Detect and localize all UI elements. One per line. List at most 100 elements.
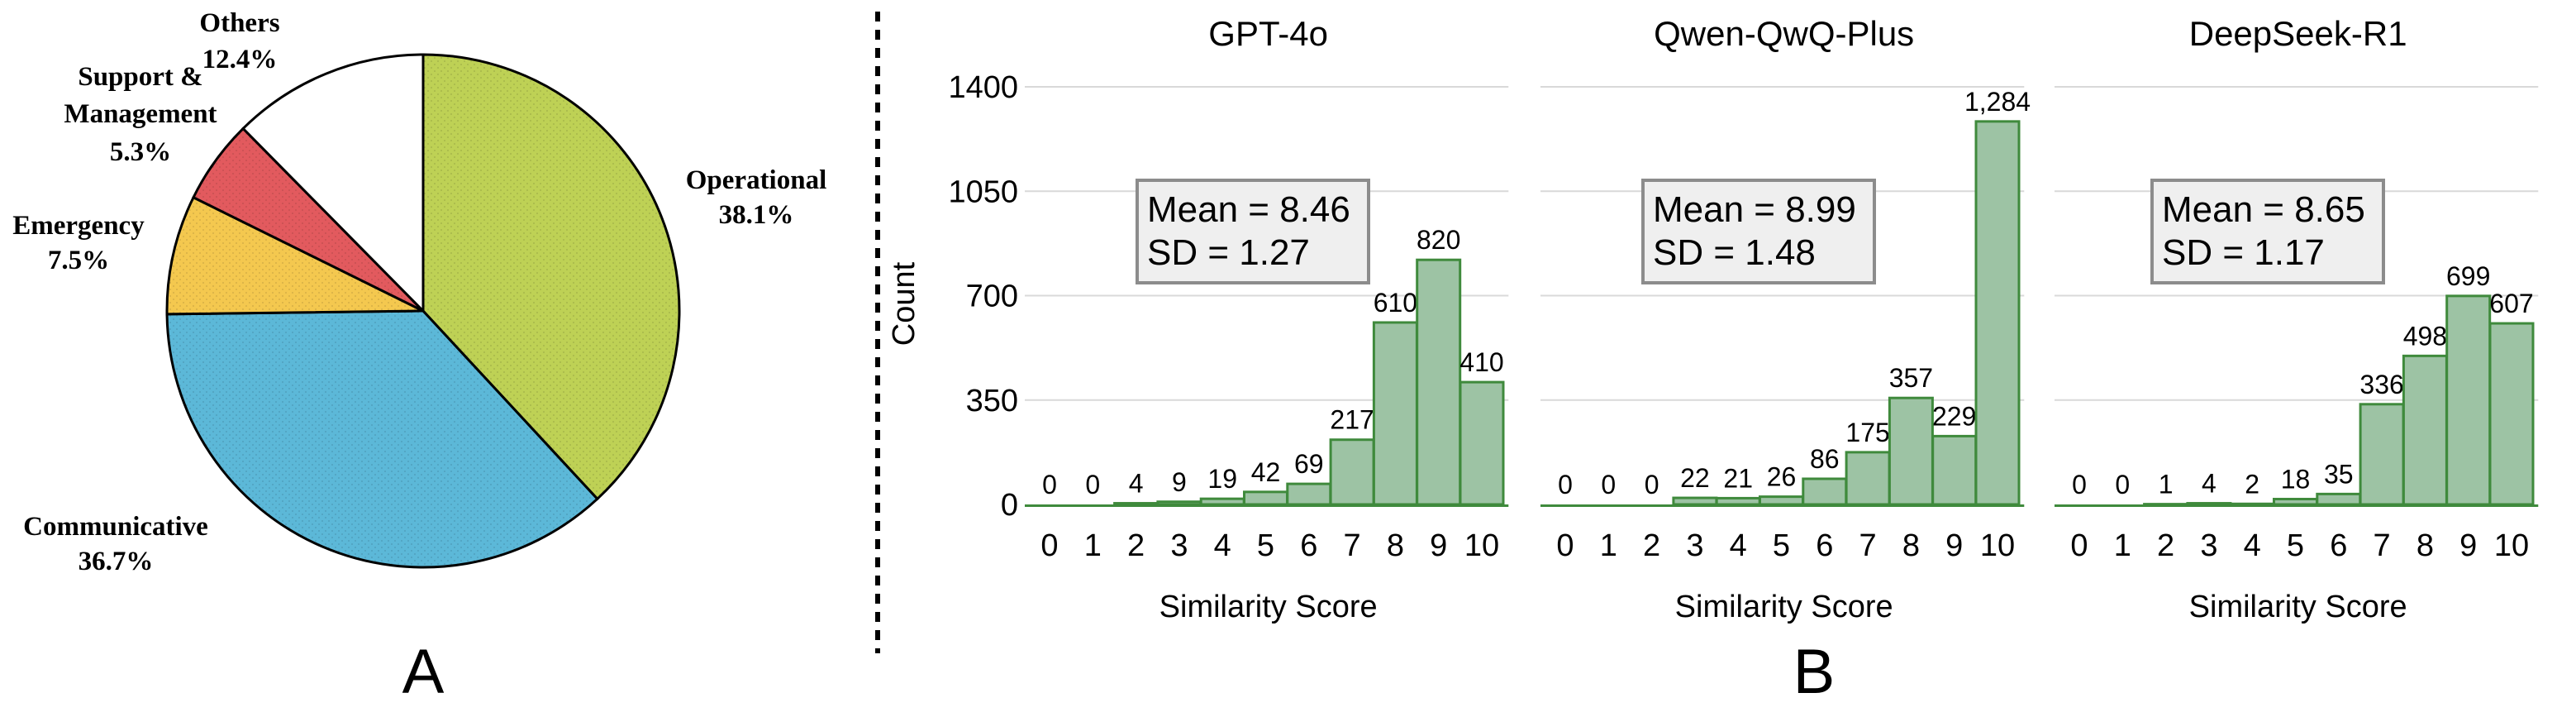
bar-value-label: 0 bbox=[1558, 470, 1573, 499]
y-tick-label: 1050 bbox=[948, 174, 1018, 209]
x-tick-label: 10 bbox=[2494, 528, 2529, 563]
x-tick-label: 2 bbox=[2157, 528, 2174, 563]
stats-box bbox=[2150, 179, 2385, 284]
bar-value-label: 336 bbox=[2359, 370, 2403, 399]
bar-value-label: 42 bbox=[1251, 457, 1281, 487]
stats-sd: SD = 1.27 bbox=[1147, 232, 1310, 273]
bar bbox=[2316, 492, 2362, 506]
bar bbox=[2273, 498, 2318, 506]
bar-value-label: 4 bbox=[2202, 469, 2217, 499]
x-tick-label: 6 bbox=[1816, 528, 1833, 563]
bar-value-label: 18 bbox=[2281, 465, 2311, 495]
bar bbox=[1372, 321, 1418, 506]
bar-value-label: 69 bbox=[1294, 449, 1324, 479]
bar bbox=[2402, 354, 2448, 506]
pie-label-support-management: Support & bbox=[78, 62, 202, 92]
bar bbox=[1845, 451, 1891, 506]
bar-value-label: 229 bbox=[1932, 401, 1976, 431]
bar bbox=[2359, 403, 2405, 506]
bar-value-label: 19 bbox=[1207, 464, 1237, 494]
bar-value-label: 0 bbox=[1085, 470, 1100, 499]
x-tick-label: 0 bbox=[1040, 528, 1058, 563]
x-tick-label: 3 bbox=[1170, 528, 1188, 563]
bar-value-label: 0 bbox=[1042, 470, 1057, 499]
panel-title: Qwen-QwQ-Plus bbox=[1654, 14, 1914, 53]
x-tick-label: 8 bbox=[1902, 528, 1920, 563]
stats-sd: SD = 1.48 bbox=[1653, 232, 1816, 273]
x-axis-label: Similarity Score bbox=[1159, 590, 1378, 624]
pie-label-support-management: Management bbox=[64, 99, 217, 129]
pie-label-operational: Operational bbox=[686, 165, 827, 195]
pie-label-emergency: Emergency bbox=[12, 211, 145, 241]
bar bbox=[1199, 497, 1245, 506]
pie-pct-label-emergency: 7.5% bbox=[48, 246, 109, 275]
pie-pct-label-others: 12.4% bbox=[202, 45, 278, 74]
bar-value-label: 9 bbox=[1172, 467, 1187, 497]
bar-value-label: 498 bbox=[2403, 321, 2447, 351]
pie-labels: Operational 38.1% Communicative 36.7% Emerge… bbox=[12, 8, 826, 576]
bar-value-label: 610 bbox=[1374, 288, 1417, 318]
x-tick-label: 5 bbox=[1257, 528, 1274, 563]
pie-slice-texture-operational bbox=[423, 55, 679, 499]
stats-sd: SD = 1.17 bbox=[2162, 232, 2325, 273]
bar bbox=[1715, 496, 1761, 506]
x-tick-label: 5 bbox=[1773, 528, 1790, 563]
x-tick-label: 4 bbox=[1730, 528, 1747, 563]
histogram-panel-1: GPT-4o0001429319442569621776108820941010… bbox=[1025, 14, 1509, 624]
histogram-panels: Count035070010501400GPT-4o00014293194425… bbox=[887, 14, 2539, 624]
x-tick-label: 10 bbox=[1464, 528, 1499, 563]
bar bbox=[1888, 396, 1934, 506]
y-tick-label: 1400 bbox=[948, 70, 1018, 105]
x-tick-label: 0 bbox=[2070, 528, 2088, 563]
bar bbox=[2488, 322, 2535, 506]
x-tick-label: 5 bbox=[2287, 528, 2304, 563]
bar-value-label: 175 bbox=[1845, 418, 1889, 447]
x-tick-label: 0 bbox=[1556, 528, 1574, 563]
histogram-panel-3: DeepSeek-R100011243241853563367498869996… bbox=[2055, 14, 2539, 624]
histogram-panel-2: Qwen-QwQ-Plus000102223214265866175735782… bbox=[1540, 14, 2031, 624]
bar-value-label: 0 bbox=[2072, 470, 2087, 499]
bar bbox=[1931, 434, 1978, 506]
pie-slice-others bbox=[241, 53, 425, 314]
bar-value-label: 357 bbox=[1889, 363, 1933, 393]
bar-value-label: 1 bbox=[2159, 470, 2174, 499]
y-axis-label: Count bbox=[887, 261, 921, 346]
bar bbox=[1459, 380, 1505, 506]
bar bbox=[1243, 490, 1288, 506]
panel-title: DeepSeek-R1 bbox=[2189, 14, 2407, 53]
bar-value-label: 2 bbox=[2245, 469, 2259, 499]
bar-value-label: 217 bbox=[1330, 405, 1374, 435]
pie-slice-texture-emergency bbox=[167, 197, 423, 314]
bar-value-label: 35 bbox=[2324, 459, 2354, 489]
bar-value-label: 0 bbox=[1645, 470, 1659, 499]
panel-label-a: A bbox=[402, 637, 445, 707]
x-tick-label: 7 bbox=[2374, 528, 2391, 563]
x-tick-label: 9 bbox=[1945, 528, 1963, 563]
x-tick-label: 7 bbox=[1859, 528, 1877, 563]
stats-box bbox=[1136, 179, 1370, 284]
bar-value-label: 26 bbox=[1767, 462, 1797, 492]
pie-slice-texture-communicative bbox=[167, 311, 598, 567]
x-tick-label: 3 bbox=[1686, 528, 1703, 563]
bar-value-label: 0 bbox=[1601, 470, 1616, 499]
bar bbox=[1759, 495, 1804, 506]
x-axis-label: Similarity Score bbox=[1675, 590, 1893, 624]
x-tick-label: 9 bbox=[1430, 528, 1447, 563]
pie-slice-texture-support-management bbox=[193, 128, 424, 311]
panel-title: GPT-4o bbox=[1208, 14, 1328, 53]
bar bbox=[1974, 120, 2021, 506]
bar bbox=[2445, 294, 2492, 506]
x-tick-label: 1 bbox=[1600, 528, 1617, 563]
x-tick-label: 4 bbox=[1214, 528, 1231, 563]
stats-box bbox=[1641, 179, 1876, 284]
bar-value-label: 820 bbox=[1417, 225, 1460, 255]
x-axis-label: Similarity Score bbox=[2189, 590, 2407, 624]
x-tick-label: 8 bbox=[1387, 528, 1404, 563]
bar-value-label: 22 bbox=[1680, 463, 1710, 493]
bar-value-label: 4 bbox=[1129, 469, 1144, 499]
bar bbox=[1802, 477, 1848, 506]
bar bbox=[1416, 258, 1462, 506]
bar-value-label: 86 bbox=[1810, 444, 1840, 474]
bar-value-label: 607 bbox=[2489, 289, 2533, 318]
